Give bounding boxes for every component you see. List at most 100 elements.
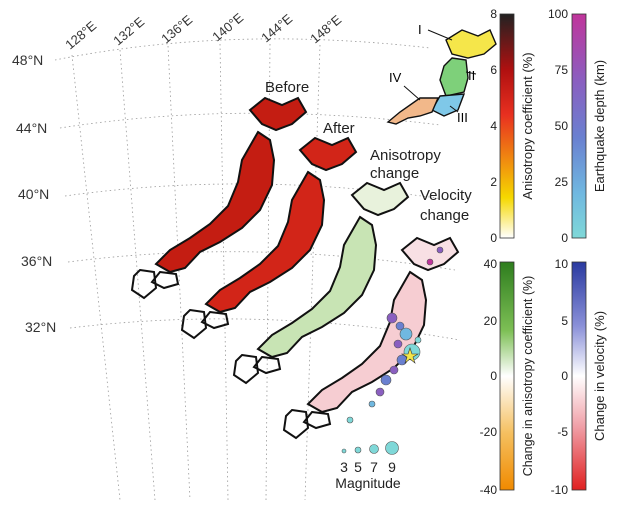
inset-callouts <box>403 29 477 113</box>
depth-tick-100: 100 <box>548 7 568 21</box>
vchg-tick-10: 10 <box>555 257 569 271</box>
before-honshu-fill <box>156 132 274 272</box>
latitude-labels: 48°N 44°N 40°N 36°N 32°N <box>12 52 56 335</box>
quake-marker <box>386 312 398 324</box>
achg-tick-40: 40 <box>484 257 498 271</box>
panel-before <box>131 97 307 299</box>
inset-map: I II III IV <box>386 22 497 125</box>
inset-label-II: II <box>468 68 475 83</box>
quake-marker <box>396 354 408 366</box>
quake-marker <box>395 321 405 331</box>
magnitude-legend-text: 3 5 7 9 Magnitude <box>335 459 401 491</box>
magnitude-value-5: 5 <box>354 459 362 475</box>
label-anisotropy-change-1: Anisotropy <box>370 147 441 164</box>
magnitude-title: Magnitude <box>335 475 401 491</box>
panel-after <box>181 137 357 339</box>
inset-label-III: III <box>457 110 468 125</box>
colorbar-aniso-change-label: Change in anisotropy coefficient (%) <box>521 276 535 477</box>
vchg-tick-5: 5 <box>561 314 568 328</box>
magnitude-3-circle <box>341 448 347 454</box>
quake-marker <box>414 336 422 344</box>
lon-label-132: 132°E <box>110 14 147 49</box>
quake-marker <box>436 246 444 254</box>
lon-label-140: 140°E <box>209 10 246 45</box>
aniso-tick-8: 8 <box>490 7 497 21</box>
magnitude-7-circle <box>369 444 379 454</box>
label-velocity-change-2: change <box>420 207 469 224</box>
depth-tick-50: 50 <box>555 119 569 133</box>
meridian-128 <box>71 54 121 501</box>
colorbar-depth: 100 75 50 25 0 Earthquake depth (km) <box>548 7 607 245</box>
colorbar-aniso-change-ramp <box>499 261 515 491</box>
quake-marker <box>375 387 385 397</box>
colorbar-velocity-change: 10 5 0 -5 -10 Change in velocity (%) <box>551 257 607 497</box>
lat-label-32: 32°N <box>25 319 56 335</box>
lon-label-128: 128°E <box>62 18 99 53</box>
panel-velocity-change <box>283 237 459 439</box>
achg-tick-neg40: -40 <box>480 483 498 497</box>
lon-label-136: 136°E <box>158 12 195 47</box>
earthquake-markers <box>346 246 444 424</box>
aniso-tick-4: 4 <box>490 119 497 133</box>
aniso-tick-2: 2 <box>490 175 497 189</box>
aniso-change-hokkaido-fill <box>352 183 408 215</box>
lat-label-48: 48°N <box>12 52 43 68</box>
magnitude-value-9: 9 <box>388 459 396 475</box>
colorbar-aniso-change: 40 20 0 -20 -40 Change in anisotropy coe… <box>480 257 535 497</box>
colorbar-velocity-change-label: Change in velocity (%) <box>592 311 607 441</box>
lat-label-44: 44°N <box>16 120 47 136</box>
achg-tick-neg20: -20 <box>480 425 498 439</box>
quake-marker <box>346 416 354 424</box>
after-hokkaido-fill <box>300 138 356 170</box>
label-velocity-change-1: Velocity <box>420 187 472 204</box>
magnitude-9-circle <box>385 441 399 455</box>
mainshock-star-icon <box>400 347 420 364</box>
parallel-48 <box>54 38 431 61</box>
vchg-tick-0: 0 <box>561 369 568 383</box>
lon-label-144: 144°E <box>258 11 295 46</box>
colorbar-depth-ramp <box>571 13 587 239</box>
panel-anisotropy-change <box>233 182 409 384</box>
meridian-132 <box>119 49 156 501</box>
panel-labels: Before After Anisotropy change Velocity … <box>265 79 472 224</box>
aniso-change-honshu-fill <box>258 217 376 357</box>
inset-region-II <box>439 57 469 97</box>
velocity-change-honshu-fill <box>308 272 426 412</box>
label-anisotropy-change-2: change <box>370 165 419 182</box>
after-honshu-fill <box>206 172 324 312</box>
parallel-36 <box>67 251 456 271</box>
depth-tick-0: 0 <box>561 231 568 245</box>
vchg-tick-neg10: -10 <box>551 483 569 497</box>
quake-marker <box>389 365 399 375</box>
inset-label-I: I <box>418 22 422 37</box>
inset-region-I <box>445 29 497 59</box>
meridian-148 <box>304 44 321 501</box>
aniso-tick-0: 0 <box>490 231 497 245</box>
colorbar-velocity-change-ramp <box>571 261 587 491</box>
magnitude-value-3: 3 <box>340 459 348 475</box>
meridian-136 <box>167 45 191 501</box>
colorbar-anisotropy: 8 6 4 2 0 Anisotropy coefficient (%) <box>490 7 535 245</box>
meridian-140 <box>219 43 229 501</box>
depth-tick-75: 75 <box>555 63 569 77</box>
label-before: Before <box>265 79 309 96</box>
achg-tick-20: 20 <box>484 314 498 328</box>
lon-label-148: 148°E <box>307 12 344 47</box>
magnitude-value-7: 7 <box>370 459 378 475</box>
magnitude-5-circle <box>354 446 362 454</box>
quake-marker <box>399 327 413 341</box>
inset-region-IV <box>386 97 440 125</box>
inset-label-IV: IV <box>389 70 402 85</box>
quake-marker <box>380 374 392 386</box>
lat-label-36: 36°N <box>21 253 52 269</box>
vchg-tick-neg5: -5 <box>557 425 568 439</box>
before-hokkaido-fill <box>250 98 306 130</box>
longitude-labels: 128°E 132°E 136°E 140°E 144°E 148°E <box>62 10 344 53</box>
quake-marker <box>393 339 403 349</box>
magnitude-legend <box>341 441 399 455</box>
depth-tick-25: 25 <box>555 175 569 189</box>
quake-marker <box>368 400 376 408</box>
aniso-tick-6: 6 <box>490 63 497 77</box>
